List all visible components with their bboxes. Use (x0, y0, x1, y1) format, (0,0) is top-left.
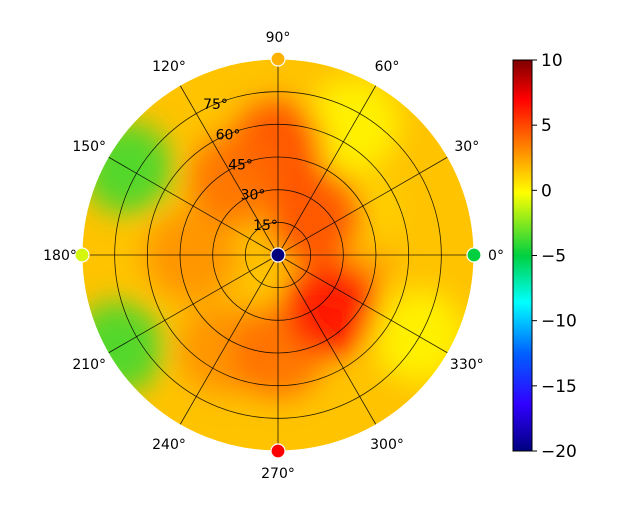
colorbar-ticks: 10 5 0 −5 −10 −15 −20 (532, 51, 577, 462)
marker-4 (270, 443, 286, 459)
angle-tick-label-0: 0° (488, 248, 504, 264)
heatmap-sample-2 (270, 170, 363, 263)
angle-tick-label-30: 30° (454, 139, 479, 155)
angle-tick-label-210: 210° (72, 357, 106, 373)
angle-tick-label-270: 270° (261, 466, 295, 482)
angle-tick-label-300: 300° (370, 437, 404, 453)
angle-tick-label-240: 240° (152, 437, 186, 453)
colorbar-tick-label-2: 0 (541, 181, 552, 201)
colorbar-gradient (512, 59, 533, 452)
angular-gridline-120 (179, 85, 279, 256)
angular-gridline-300 (277, 254, 377, 425)
colorbar-tick-label-3: −5 (541, 247, 566, 267)
angular-gridline-30 (277, 156, 448, 256)
angle-tick-label-150: 150° (72, 139, 106, 155)
colorbar-tick-label-6: −20 (541, 442, 577, 462)
radial-tick-label-30: 30° (241, 188, 266, 204)
marker-1 (466, 247, 482, 263)
radial-tick-labels: 15° 30° 45° 60° 75° (203, 97, 278, 234)
colorbar-tick-label-4: −10 (541, 312, 577, 332)
angle-tick-label-60: 60° (375, 59, 400, 75)
angle-tick-label-180: 180° (43, 248, 77, 264)
marker-3 (74, 247, 90, 263)
heatmap-sample-11 (285, 262, 378, 355)
angle-tick-label-120: 120° (152, 59, 186, 75)
colorbar: 10 5 0 −5 −10 −15 −20 (512, 51, 577, 462)
radial-tick-label-60: 60° (216, 127, 241, 143)
angle-tick-labels: 0° 30° 60° 90° 120° 150° 180° 210° 240° 270° 300° 3… (43, 30, 504, 482)
colorbar-tick-label-0: 10 (541, 51, 563, 71)
radial-tick-label-45: 45° (228, 157, 253, 173)
marker-0 (270, 247, 286, 263)
polar-grid (81, 58, 475, 452)
point-markers (74, 51, 482, 459)
colorbar-tick-label-1: 5 (541, 116, 552, 136)
angular-gridline-240 (179, 254, 279, 425)
angular-gridline-330 (277, 254, 448, 354)
angular-gridline-150 (108, 156, 279, 256)
angular-gridline-60 (277, 85, 377, 256)
angle-tick-label-330: 330° (450, 357, 484, 373)
angle-tick-label-90: 90° (266, 30, 291, 46)
marker-2 (270, 51, 286, 67)
angular-gridline-210 (108, 254, 279, 354)
radial-tick-label-75: 75° (203, 97, 228, 113)
colorbar-tick-label-5: −15 (541, 377, 577, 397)
radial-tick-label-15: 15° (253, 218, 278, 234)
